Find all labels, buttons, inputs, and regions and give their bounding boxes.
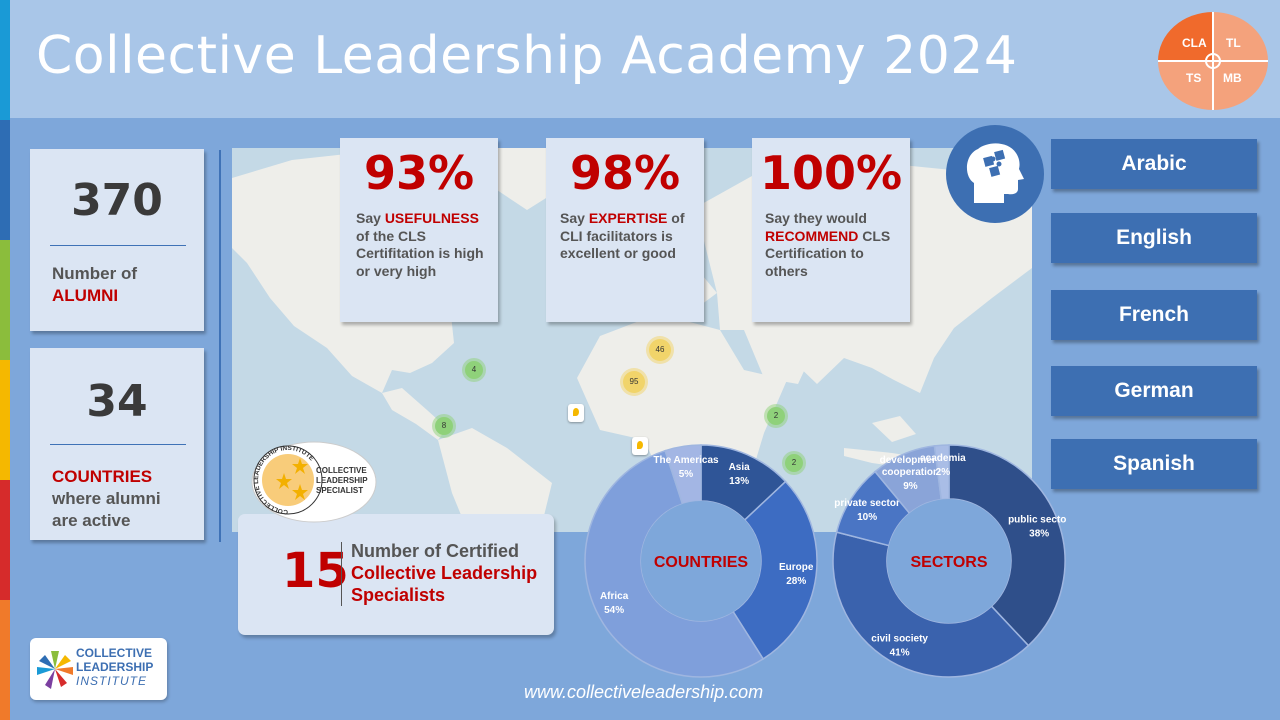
countries-label-europe: Europe 28%	[779, 562, 814, 587]
header-band	[0, 0, 1280, 118]
usefulness-pre: Say	[356, 210, 385, 226]
language-button-french[interactable]: French	[1051, 290, 1257, 340]
alumni-label-prefix: Number of	[52, 264, 137, 283]
language-button-spanish[interactable]: Spanish	[1051, 439, 1257, 489]
badge-line1: COLLECTIVE	[316, 466, 367, 475]
page-title: Collective Leadership Academy 2024	[36, 26, 1018, 86]
sectors-donut-hole	[887, 499, 1011, 623]
certified-number: 15	[282, 543, 349, 599]
org-logo-line3: INSTITUTE	[76, 674, 147, 688]
quadrant-cla: CLA	[1182, 36, 1207, 50]
alumni-number: 370	[71, 175, 163, 226]
side-stripe-1	[0, 0, 10, 120]
badge-line3: SPECIALIST	[316, 486, 364, 495]
sectors-donut-chart: public sector 38% civil society 41% private …	[832, 444, 1066, 678]
countries-label-africa: Africa 54%	[600, 591, 629, 616]
side-stripe-6	[0, 600, 10, 720]
certified-card	[238, 514, 554, 635]
certified-line3: Specialists	[351, 585, 446, 605]
sectors-label-public-sector: public sector 38%	[1008, 514, 1066, 539]
usefulness-card: 93% Say USEFULNESS of the CLS Certifitati…	[340, 138, 498, 322]
countries-label-line2: where alumni	[52, 489, 161, 508]
sectors-label-private-sector: private sector 10%	[834, 498, 900, 523]
countries-label: COUNTRIES where alumni are active	[52, 466, 161, 532]
side-stripe-3	[0, 240, 10, 360]
language-button-english[interactable]: English	[1051, 213, 1257, 263]
recommend-card: 100% Say they would RECOMMEND CLS Certific…	[752, 138, 910, 322]
map-pin-icon[interactable]	[568, 404, 584, 422]
countries-chart-title: COUNTRIES	[654, 554, 749, 571]
alumni-label-highlight: ALUMNI	[52, 286, 119, 305]
expertise-percent: 98%	[569, 146, 681, 200]
quadrant-ts: TS	[1186, 71, 1201, 85]
usefulness-rest: of the CLS Certifitation is high or very…	[356, 227, 484, 279]
cla-quadrant-logo: CLA TL TS MB	[1158, 12, 1268, 110]
sectors-label-academia: academia 2%	[920, 453, 966, 478]
recommend-rest: Certification to others	[765, 245, 864, 279]
usefulness-percent: 93%	[363, 146, 475, 200]
quadrant-mb: MB	[1223, 71, 1242, 85]
recommend-highlight: RECOMMEND	[765, 227, 859, 244]
org-logo-text: COLLECTIVE LEADERSHIP INSTITUTE	[76, 646, 153, 688]
recommend-percent: 100%	[759, 146, 903, 200]
recommend-text: Say they would RECOMMEND CLS Certification…	[765, 210, 901, 280]
org-logo: COLLECTIVE LEADERSHIP INSTITUTE	[30, 638, 167, 700]
vertical-separator	[219, 150, 221, 542]
usefulness-highlight: USEFULNESS	[384, 210, 479, 226]
map-cluster-marker[interactable]: 2	[785, 454, 803, 472]
expertise-text: Say EXPERTISE of CLI facilitators is exce…	[560, 210, 696, 263]
usefulness-text: Say USEFULNESS of the CLS Certifitation i…	[356, 210, 492, 280]
badge-line2: LEADERSHIP	[316, 476, 368, 485]
sectors-label-civil-society: civil society 41%	[871, 633, 928, 658]
alumni-stat-card: 370 Number of ALUMNI	[30, 149, 204, 331]
countries-label-highlight: COUNTRIES	[52, 467, 153, 486]
side-stripe-4	[0, 360, 10, 480]
side-stripe-2	[0, 120, 10, 240]
certified-line2: Collective Leadership	[351, 563, 538, 583]
map-pin-dot	[637, 441, 643, 449]
certified-divider	[341, 542, 342, 606]
footer-url[interactable]: www.collectiveleadership.com	[524, 682, 764, 702]
alumni-divider	[50, 245, 186, 246]
map-pin-icon[interactable]	[632, 437, 648, 455]
side-stripe-5	[0, 480, 10, 600]
language-button-arabic[interactable]: Arabic	[1051, 139, 1257, 189]
recommend-pre: Say they would	[765, 210, 867, 226]
countries-label-asia: Asia 13%	[729, 462, 751, 487]
specialist-badge: COLLECTIVE LEADERSHIP INSTITUTE COLLECTI…	[242, 430, 380, 534]
countries-stat-card: 34 COUNTRIES where alumni are active	[30, 348, 204, 540]
map-cluster-marker[interactable]: 4	[465, 361, 483, 379]
sectors-label-development-cooperation: development cooperation 9%	[880, 455, 942, 492]
map-cluster-marker[interactable]: 2	[767, 407, 785, 425]
expertise-post: of	[667, 210, 685, 226]
countries-donut-chart: Asia 13% Europe 28% Africa 54% The Americas 5% C…	[584, 444, 818, 678]
sectors-chart-title: SECTORS	[910, 554, 987, 571]
expertise-card: 98% Say EXPERTISE of CLI facilitators is …	[546, 138, 704, 322]
certified-line1: Number of Certified	[351, 541, 520, 561]
badge-text: COLLECTIVE LEADERSHIP SPECIALIST	[316, 466, 368, 496]
expertise-highlight: EXPERTISE	[588, 210, 668, 226]
expertise-rest: CLI facilitators is excellent or good	[560, 227, 676, 262]
alumni-label: Number of ALUMNI	[52, 263, 137, 307]
quadrant-tl: TL	[1226, 36, 1241, 50]
map-pin-dot	[573, 408, 579, 416]
recommend-post: CLS	[858, 227, 891, 244]
sectors-slice-public-sector	[948, 444, 1066, 647]
map-cluster-marker[interactable]: 46	[649, 339, 671, 361]
countries-divider	[50, 444, 186, 445]
certified-text: Number of Certified Collective Leadershi…	[351, 540, 537, 606]
expertise-pre: Say	[560, 210, 589, 226]
map-cluster-marker[interactable]: 95	[623, 371, 645, 393]
org-logo-line2: LEADERSHIP	[76, 660, 154, 674]
language-button-german[interactable]: German	[1051, 366, 1257, 416]
org-logo-line1: COLLECTIVE	[76, 646, 153, 660]
countries-label-the-americas: The Americas 5%	[653, 455, 719, 480]
brain-puzzle-icon	[946, 125, 1044, 223]
countries-label-line3: are active	[52, 511, 131, 530]
countries-number: 34	[86, 376, 148, 427]
countries-donut-hole	[641, 501, 761, 621]
map-cluster-marker[interactable]: 8	[435, 417, 453, 435]
